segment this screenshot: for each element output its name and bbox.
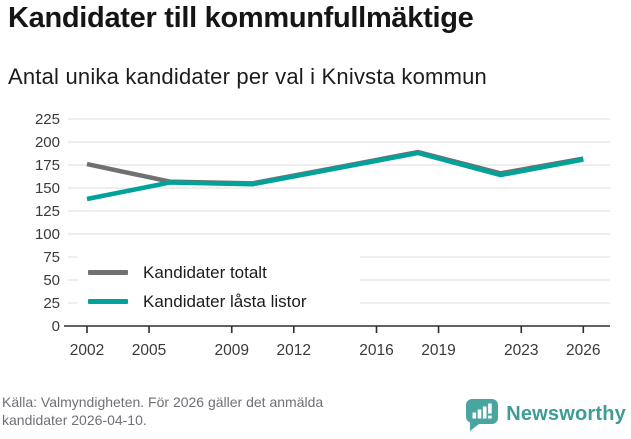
- source-line-2: kandidater 2026-04-10.: [2, 412, 147, 428]
- footer: Källa: Valmyndigheten. För 2026 gäller d…: [0, 392, 631, 439]
- newsworthy-logo: Newsworthy: [464, 397, 626, 432]
- y-tick-label: 200: [35, 134, 60, 151]
- y-tick-label: 175: [35, 157, 60, 174]
- newsworthy-speech-bubble-chart-icon: [466, 399, 499, 431]
- legend-item-kandidater-lasta-listor: Kandidater låsta listor: [88, 292, 360, 312]
- legend-swatch-lasta-listor: [88, 299, 128, 304]
- newsworthy-wordmark: Newsworthy: [506, 403, 626, 425]
- y-tick-label: 0: [52, 318, 60, 335]
- source-note: Källa: Valmyndigheten. För 2026 gäller d…: [2, 393, 323, 429]
- x-tick-label: 2019: [421, 342, 455, 359]
- chart-subtitle: Antal unika kandidater per val i Knivsta…: [8, 64, 487, 89]
- y-tick-label: 50: [43, 272, 60, 289]
- x-tick-label: 2005: [132, 342, 166, 359]
- x-tick-label: 2012: [277, 342, 311, 359]
- x-tick-label: 2009: [215, 342, 249, 359]
- y-tick-label: 150: [35, 180, 60, 197]
- y-tick-label: 225: [35, 111, 60, 128]
- legend-item-kandidater-totalt: Kandidater totalt: [88, 263, 360, 283]
- x-tick-label: 2002: [70, 342, 104, 359]
- series-line-lasta-listor: [86, 150, 584, 202]
- y-tick-label: 100: [35, 226, 60, 243]
- x-tick-label: 2016: [359, 342, 393, 359]
- source-line-1: Källa: Valmyndigheten. För 2026 gäller d…: [2, 394, 324, 410]
- legend-label-lasta-listor: Kandidater låsta listor: [143, 291, 307, 311]
- y-tick-label: 125: [35, 203, 60, 220]
- x-tick-label: 2023: [504, 342, 538, 359]
- legend-swatch-totalt: [88, 270, 128, 275]
- chart-title: Kandidater till kommunfullmäktige: [8, 2, 474, 34]
- x-tick-label: 2026: [566, 342, 600, 359]
- legend: Kandidater totalt Kandidater låsta listo…: [78, 256, 360, 318]
- y-tick-label: 25: [43, 295, 60, 312]
- y-tick-label: 75: [43, 249, 60, 266]
- legend-label-totalt: Kandidater totalt: [143, 262, 267, 282]
